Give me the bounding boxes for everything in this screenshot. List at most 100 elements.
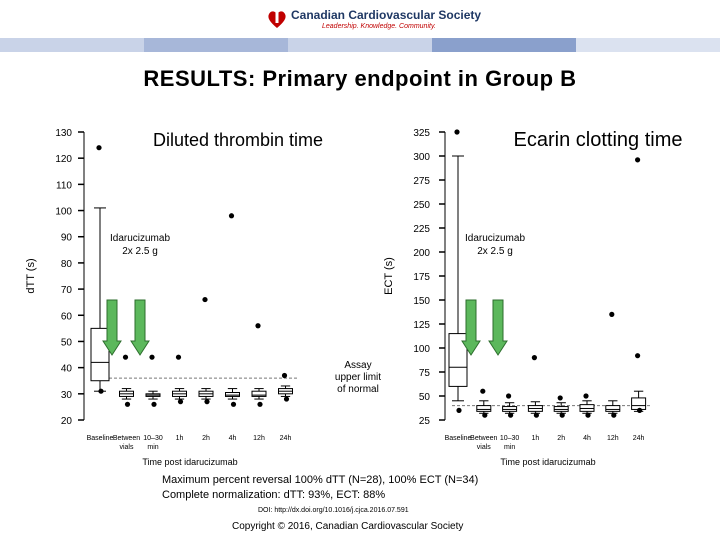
x-category-label: 2h xyxy=(202,435,210,442)
box-iqr xyxy=(90,327,110,382)
doi-link[interactable]: DOI: http://dx.doi.org/10.1016/j.cjca.20… xyxy=(258,507,409,514)
y-tick-label: 325 xyxy=(413,128,430,139)
box-iqr xyxy=(631,397,647,410)
ccs-logo xyxy=(260,6,480,36)
x-category-label: 4h xyxy=(229,435,237,442)
org-tagline: Leadership. Knowledge. Community. xyxy=(322,23,436,30)
outlier-point xyxy=(122,354,129,360)
box-plot-5 xyxy=(579,400,595,414)
y-axis-label: dTT (s) xyxy=(25,258,37,293)
y-tick-label: 125 xyxy=(413,320,430,331)
dose-annotation: 2x 2.5 g xyxy=(122,246,158,257)
chart-title: Diluted thrombin time xyxy=(153,130,323,150)
outlier-point xyxy=(583,393,589,399)
y-tick-label: 90 xyxy=(61,233,73,244)
limit-annotation: upper limit xyxy=(335,372,381,383)
x-category-label: 24h xyxy=(633,435,645,442)
box-iqr xyxy=(251,390,267,397)
slide-title: RESULTS: Primary endpoint in Group B xyxy=(143,66,577,91)
outlier-point xyxy=(175,354,182,360)
chart-title: Ecarin clotting time xyxy=(514,129,683,151)
box-plot-7 xyxy=(278,385,293,397)
header-band-segment xyxy=(576,38,720,52)
down-arrow-icon xyxy=(102,299,122,356)
x-category-label: vials xyxy=(477,444,492,451)
outlier-point xyxy=(98,388,104,394)
y-tick-label: 225 xyxy=(413,224,430,235)
outlier-point xyxy=(257,401,263,407)
y-tick-label: 120 xyxy=(55,154,72,165)
box-plot-0 xyxy=(448,155,468,402)
x-category-label: 12h xyxy=(607,435,619,442)
box-iqr xyxy=(476,405,492,412)
x-category-label: Between xyxy=(113,435,140,442)
org-name: Canadian Cardiovascular Society xyxy=(291,8,482,22)
outlier-point xyxy=(456,407,462,413)
y-tick-label: 50 xyxy=(61,337,73,348)
x-category-label: 1h xyxy=(532,435,540,442)
x-category-label: vials xyxy=(119,444,134,451)
outlier-point xyxy=(559,412,565,418)
outlier-point xyxy=(533,412,540,418)
y-tick-label: 100 xyxy=(413,344,430,355)
y-tick-label: 75 xyxy=(419,368,431,379)
y-tick-label: 300 xyxy=(413,152,430,163)
ect-chart: 25 50 75 100 125 150 175 200 225 250 275 300 325 ECT … xyxy=(383,128,682,467)
outlier-point xyxy=(255,323,261,329)
x-category-label: min xyxy=(147,444,158,451)
box-iqr xyxy=(225,392,240,397)
x-axis-label: Time post idarucizumab xyxy=(142,457,237,467)
box-plot-3 xyxy=(527,401,543,414)
outlier-point xyxy=(557,395,563,401)
outlier-point xyxy=(283,396,290,402)
outlier-point xyxy=(506,393,512,399)
x-category-label: 2h xyxy=(557,435,565,442)
header-band-segment xyxy=(0,38,144,52)
y-tick-label: 50 xyxy=(419,392,431,403)
x-category-label: Baseline xyxy=(87,435,114,442)
outlier-point xyxy=(480,388,486,394)
box-iqr xyxy=(448,333,468,387)
x-axis-label: Time post idarucizumab xyxy=(500,457,595,467)
heart-logo-icon xyxy=(268,11,286,28)
x-category-label: min xyxy=(504,444,515,451)
y-tick-label: 175 xyxy=(413,272,430,283)
box-plot-4 xyxy=(198,388,214,400)
x-category-label: 4h xyxy=(583,435,591,442)
y-tick-label: 250 xyxy=(413,200,430,211)
outlier-point xyxy=(508,412,514,418)
y-tick-label: 60 xyxy=(61,311,73,322)
header-band-segment xyxy=(432,38,576,52)
outlier-point xyxy=(454,129,460,135)
box-plot-3 xyxy=(172,388,187,400)
header-band xyxy=(0,38,720,52)
y-tick-label: 150 xyxy=(413,296,430,307)
outlier-point xyxy=(585,412,591,418)
outlier-point xyxy=(281,372,288,379)
x-category-label: 12h xyxy=(253,435,265,442)
box-plot-6 xyxy=(251,388,267,400)
outlier-point xyxy=(124,401,131,407)
y-tick-label: 130 xyxy=(55,128,72,139)
y-tick-label: 80 xyxy=(61,259,73,270)
box-plot-5 xyxy=(225,388,240,400)
outlier-point xyxy=(177,399,184,405)
x-category-label: 10–30 xyxy=(143,435,163,442)
y-tick-label: 200 xyxy=(413,248,430,259)
outlier-point xyxy=(635,157,641,163)
limit-annotation: Assay xyxy=(344,360,371,371)
outlier-point xyxy=(228,213,235,219)
x-category-label: 10–30 xyxy=(500,435,520,442)
box-plot-0 xyxy=(90,207,110,392)
outlier-point xyxy=(149,354,155,360)
down-arrow-icon xyxy=(130,299,150,356)
y-axis-label: ECT (s) xyxy=(383,257,395,295)
y-tick-label: 110 xyxy=(56,180,72,191)
x-category-label: Baseline xyxy=(445,435,472,442)
dose-annotation: Idarucizumab xyxy=(465,233,525,244)
outlier-point xyxy=(204,399,210,405)
header-band-segment xyxy=(144,38,288,52)
y-tick-label: 275 xyxy=(413,176,430,187)
y-tick-label: 70 xyxy=(61,285,73,296)
box-plot-2 xyxy=(145,390,161,400)
